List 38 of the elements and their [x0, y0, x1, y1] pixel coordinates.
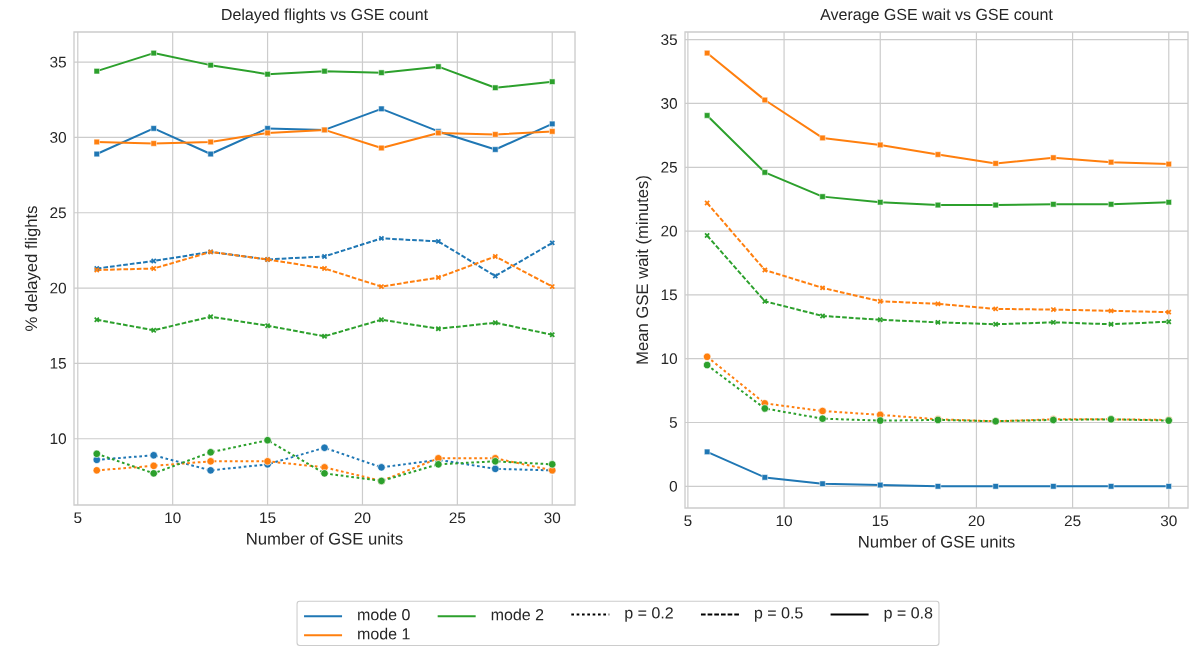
x-tick-label: 5 — [684, 515, 692, 527]
x-tick-label: 5 — [74, 512, 82, 524]
x-tick-label: 30 — [544, 512, 561, 524]
y-tick-label: 15 — [661, 289, 677, 301]
y-tick-label: 20 — [50, 282, 67, 294]
x-tick-label: 25 — [1064, 515, 1081, 527]
y-tick-label: 25 — [50, 207, 66, 219]
y-tick-label: 35 — [661, 34, 677, 46]
y-tick-label: 10 — [661, 353, 678, 365]
x-tick-label: 10 — [776, 515, 792, 527]
x-tick-label: 15 — [260, 512, 276, 524]
y-tick-label: 35 — [50, 56, 66, 68]
legend-label: mode 1 — [358, 627, 410, 640]
y-tick-label: 10 — [50, 433, 67, 445]
text: p = 0.5 — [754, 607, 803, 622]
x-axis-title: Number of GSE units — [247, 532, 403, 545]
x-tick-label: 20 — [354, 512, 371, 524]
y-tick-label: 30 — [50, 132, 67, 143]
y-tick-label: 30 — [661, 98, 678, 109]
x-tick-label: 25 — [449, 512, 466, 524]
y-axis-title: Mean GSE wait (minutes) — [635, 176, 652, 364]
x-axis-title: Number of GSE units — [859, 535, 1015, 548]
legend-label: mode 2 — [491, 608, 544, 621]
x-tick-label: 20 — [968, 515, 985, 527]
y-tick-label: 5 — [669, 417, 677, 428]
y-tick-label: 25 — [661, 161, 677, 173]
x-tick-label: 30 — [1160, 515, 1177, 527]
y-axis-title: % delayed flights — [24, 206, 41, 331]
chart-title: Delayed flights vs GSE count — [222, 8, 428, 24]
y-tick-label: 20 — [661, 225, 678, 237]
x-tick-label: 15 — [872, 515, 889, 527]
chart-title: Average GSE wait vs GSE count — [820, 8, 1053, 24]
x-tick-label: 10 — [165, 512, 181, 524]
text: p = 0.2 — [625, 607, 673, 622]
y-tick-label: 0 — [669, 480, 678, 492]
y-tick-label: 15 — [50, 358, 66, 369]
legend-label: mode 0 — [358, 608, 410, 621]
text: p = 0.8 — [884, 607, 933, 622]
